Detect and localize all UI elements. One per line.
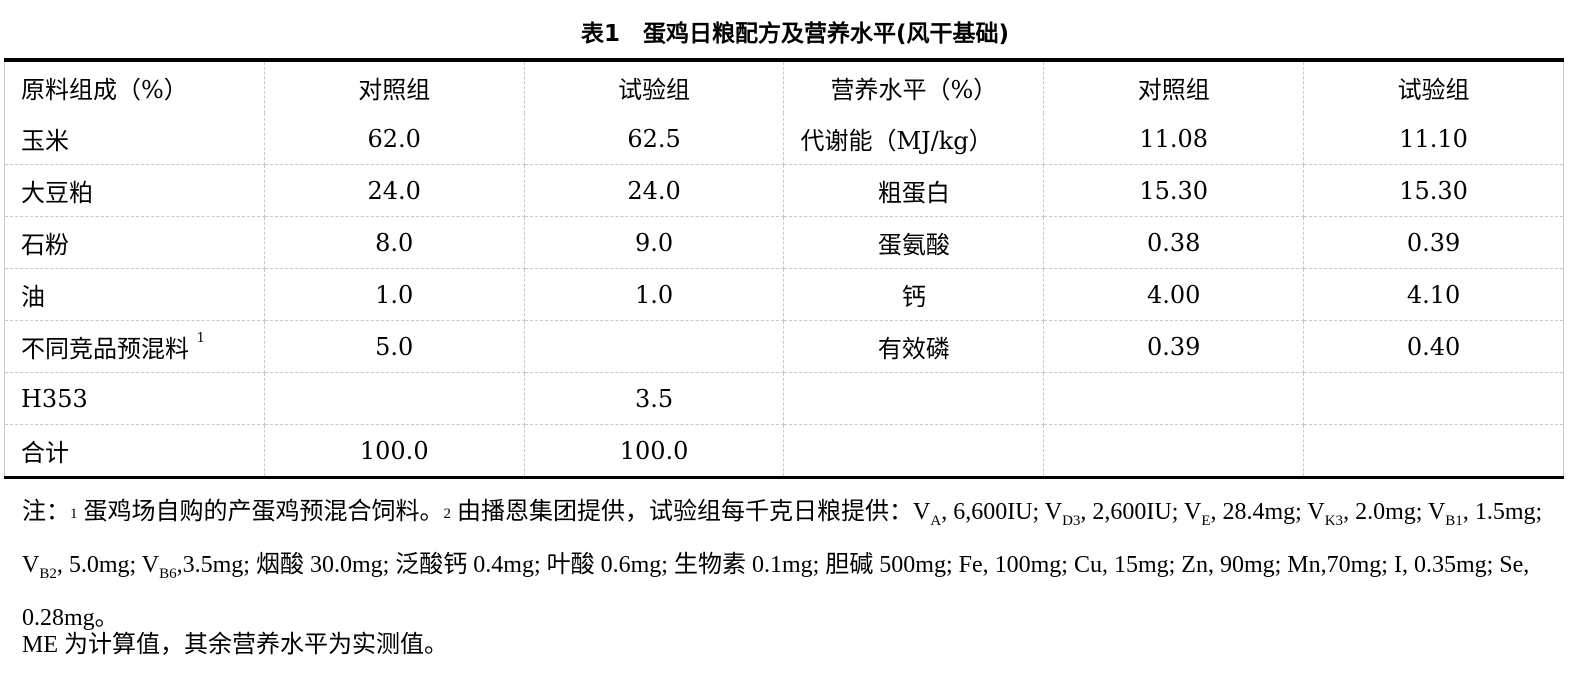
table-row: 石粉 8.0 9.0 蛋氨酸 0.38 0.39 — [4, 216, 1564, 269]
table-cell: 代谢能（MJ/kg） — [783, 113, 1045, 165]
note-text: 由播恩集团提供，试验组每千克日粮提供：V — [451, 499, 931, 525]
table-cell: H353 — [4, 372, 265, 425]
table-cell — [263, 372, 525, 425]
table-cell — [783, 424, 1045, 478]
table-cell: 11.08 — [1043, 113, 1305, 165]
table-row: 油 1.0 1.0 钙 4.00 4.10 — [4, 268, 1564, 321]
table-cell: 蛋氨酸 — [783, 216, 1045, 269]
table-cell: 62.5 — [523, 113, 785, 165]
table-cell: 0.39 — [1303, 216, 1564, 269]
table-cell: 100.0 — [263, 424, 525, 478]
table-cell: 大豆粕 — [4, 164, 265, 217]
table-cell: 9.0 — [523, 216, 785, 269]
table-row: 玉米 62.0 62.5 代谢能（MJ/kg） 11.08 11.10 — [4, 113, 1564, 165]
table-footnote: 注：1 蛋鸡场自购的产蛋鸡预混合饲料。2 由播恩集团提供，试验组每千克日粮提供：… — [22, 490, 1552, 640]
table-cell — [1043, 424, 1305, 478]
table-cell: 粗蛋白 — [783, 164, 1045, 217]
table-row: H353 3.5 — [4, 372, 1564, 425]
header-cell: 原料组成（%） — [4, 60, 265, 113]
table-cell: 石粉 — [4, 216, 265, 269]
note-sub: D3 — [1062, 512, 1081, 529]
header-cell: 对照组 — [1043, 60, 1305, 113]
table-cell — [783, 372, 1045, 425]
table-cell — [1303, 372, 1564, 425]
table-row: 合计 100.0 100.0 — [4, 424, 1564, 478]
cell-text: 不同竞品预混料 — [21, 335, 189, 363]
table-cell: 62.0 — [263, 113, 525, 165]
table-cell: 11.10 — [1303, 113, 1564, 165]
table-cell: 4.10 — [1303, 268, 1564, 321]
note-text: ,3.5mg; 烟酸 30.0mg; 泛酸钙 0.4mg; 叶酸 0.6mg; … — [22, 551, 1530, 631]
table-cell — [1043, 372, 1305, 425]
note-text: , 28.4mg; V — [1210, 499, 1325, 525]
table-cell: 4.00 — [1043, 268, 1305, 321]
table-cell — [523, 320, 785, 373]
note-text: , 6,600IU; V — [941, 499, 1063, 525]
table-cell: 8.0 — [263, 216, 525, 269]
note-text: 注： — [22, 499, 70, 525]
note-sub: K3 — [1324, 512, 1344, 529]
table-title: 表1 蛋鸡日粮配方及营养水平(风干基础) — [580, 21, 1010, 47]
note-text: , 2,600IU; V — [1080, 499, 1202, 525]
table-cell: 24.0 — [263, 164, 525, 217]
table-cell: 24.0 — [523, 164, 785, 217]
table-cell: 15.30 — [1303, 164, 1564, 217]
table-cell: 15.30 — [1043, 164, 1305, 217]
table-row: 不同竞品预混料 1 5.0 有效磷 0.39 0.40 — [4, 320, 1564, 373]
table-cell: 1.0 — [263, 268, 525, 321]
table-footnote-2: ME 为计算值，其余营养水平为实测值。 — [22, 632, 448, 658]
table-cell: 油 — [4, 268, 265, 321]
cell-sup: 1 — [196, 331, 205, 346]
header-cell: 营养水平（%） — [783, 60, 1045, 113]
table-row: 大豆粕 24.0 24.0 粗蛋白 15.30 15.30 — [4, 164, 1564, 217]
note-text: , 1.5mg; V — [22, 499, 1543, 578]
table-cell: 5.0 — [263, 320, 525, 373]
note-sup: 2 — [443, 506, 452, 522]
diet-table: 原料组成（%） 对照组 试验组 营养水平（%） 对照组 试验组 玉米 62.0 62… — [4, 58, 1564, 479]
table-cell: 合计 — [4, 424, 265, 478]
table-cell: 0.38 — [1043, 216, 1305, 269]
table-cell: 1.0 — [523, 268, 785, 321]
note-text: , 2.0mg; V — [1343, 499, 1446, 525]
table-cell: 0.39 — [1043, 320, 1305, 373]
note-sub: A — [930, 512, 942, 529]
table-cell: 钙 — [783, 268, 1045, 321]
note-sub: B6 — [159, 565, 177, 582]
table-cell: 有效磷 — [783, 320, 1045, 373]
note-sub: B1 — [1445, 512, 1463, 529]
table-cell — [1303, 424, 1564, 478]
header-cell: 对照组 — [263, 60, 525, 113]
table-cell: 0.40 — [1303, 320, 1564, 373]
table-cell: 不同竞品预混料 1 — [4, 320, 265, 373]
table-cell: 玉米 — [4, 113, 265, 165]
header-cell: 试验组 — [1303, 60, 1564, 113]
note-sub: B2 — [39, 565, 57, 582]
note-sub: E — [1201, 512, 1211, 529]
table-cell: 100.0 — [523, 424, 785, 478]
note-sup: 1 — [70, 506, 78, 522]
note-text: , 5.0mg; V — [56, 551, 160, 578]
note-text: 蛋鸡场自购的产蛋鸡预混合饲料。 — [77, 499, 444, 525]
table-header-row: 原料组成（%） 对照组 试验组 营养水平（%） 对照组 试验组 — [4, 60, 1564, 113]
header-cell: 试验组 — [523, 60, 785, 113]
table-cell: 3.5 — [523, 372, 785, 425]
